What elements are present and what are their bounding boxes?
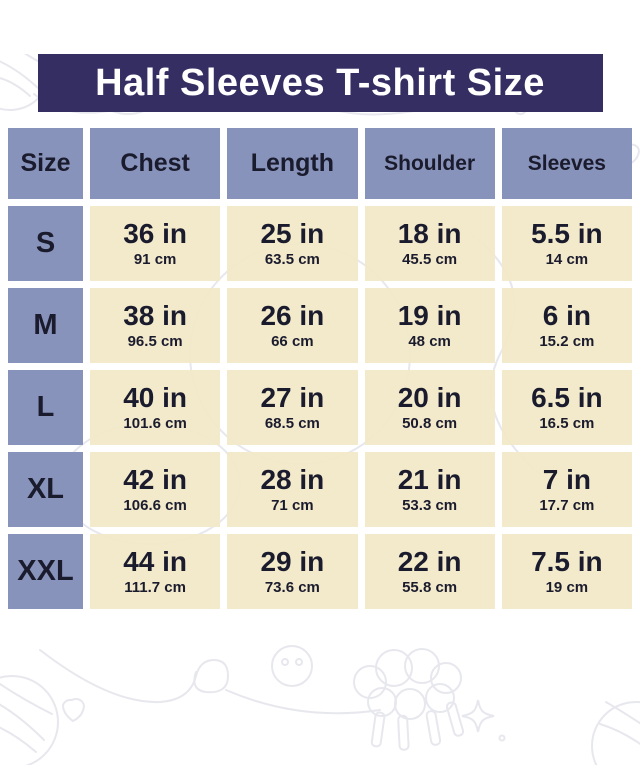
value-inches: 44 in (123, 546, 188, 578)
measurement-cell-xl-sleeves: 7 in 17.7 cm (501, 452, 632, 527)
value-cm: 66 cm (271, 332, 314, 350)
measurement-cell-s-chest: 36 in 91 cm (90, 206, 221, 281)
measurement-cell-l-sleeves: 6.5 in 16.5 cm (501, 370, 632, 445)
measurement-cell-s-shoulder: 18 in 45.5 cm (364, 206, 495, 281)
sheep-icon (353, 648, 465, 751)
header-cell-chest: Chest (90, 128, 221, 199)
value-cm: 53.3 cm (402, 496, 458, 514)
value-inches: 20 in (397, 382, 462, 414)
measurement-cell-m-shoulder: 19 in 48 cm (364, 288, 495, 363)
measurement-cell-s-length: 25 in 63.5 cm (227, 206, 358, 281)
value-cm: 50.8 cm (402, 414, 458, 432)
header-cell-size: Size (8, 128, 83, 199)
size-label-xl: XL (8, 452, 83, 527)
button-icon (271, 645, 313, 687)
value-inches: 19 in (397, 300, 462, 332)
measurement-cell-l-shoulder: 20 in 50.8 cm (364, 370, 495, 445)
value-inches: 22 in (397, 546, 462, 578)
value-cm: 68.5 cm (264, 414, 320, 432)
value-inches: 29 in (260, 546, 325, 578)
value-cm: 19 cm (545, 578, 589, 596)
value-cm: 48 cm (408, 332, 451, 350)
header-cell-shoulder: Shoulder (364, 128, 495, 199)
measurement-cell-m-chest: 38 in 96.5 cm (90, 288, 221, 363)
yarn-ball-icon (591, 701, 640, 765)
value-cm: 45.5 cm (402, 250, 458, 268)
size-label-xxl: XXL (8, 534, 83, 609)
value-cm: 111.7 cm (124, 578, 186, 596)
value-inches: 5.5 in (531, 218, 603, 250)
sparkle-icon (461, 699, 506, 742)
infographic-page: Half Sleeves T-shirt Size Size Chest Len… (0, 54, 640, 765)
yarn-ball-icon (0, 675, 59, 765)
value-inches: 27 in (260, 382, 325, 414)
value-inches: 21 in (397, 464, 462, 496)
value-inches: 25 in (260, 218, 325, 250)
value-inches: 7 in (542, 464, 591, 496)
measurement-cell-m-sleeves: 6 in 15.2 cm (501, 288, 632, 363)
value-inches: 7.5 in (531, 546, 603, 578)
value-inches: 18 in (397, 218, 462, 250)
measurement-cell-xl-chest: 42 in 106.6 cm (90, 452, 221, 527)
measurement-cell-m-length: 26 in 66 cm (227, 288, 358, 363)
measurement-cell-xxl-chest: 44 in 111.7 cm (90, 534, 221, 609)
value-inches: 6 in (542, 300, 591, 332)
measurement-cell-xl-length: 28 in 71 cm (227, 452, 358, 527)
value-cm: 17.7 cm (539, 496, 595, 514)
size-table: Size Chest Length Shoulder Sleeves S 36 … (8, 128, 632, 609)
value-inches: 36 in (123, 218, 188, 250)
value-cm: 96.5 cm (127, 332, 183, 350)
measurement-cell-xl-shoulder: 21 in 53.3 cm (364, 452, 495, 527)
measurement-cell-s-sleeves: 5.5 in 14 cm (501, 206, 632, 281)
value-inches: 40 in (123, 382, 188, 414)
value-cm: 106.6 cm (123, 496, 187, 514)
value-cm: 73.6 cm (264, 578, 320, 596)
value-cm: 55.8 cm (402, 578, 458, 596)
measurement-cell-l-chest: 40 in 101.6 cm (90, 370, 221, 445)
value-cm: 71 cm (271, 496, 314, 514)
size-label-l: L (8, 370, 83, 445)
value-cm: 14 cm (545, 250, 589, 268)
measurement-cell-xxl-sleeves: 7.5 in 19 cm (501, 534, 632, 609)
header-cell-length: Length (227, 128, 358, 199)
value-inches: 38 in (123, 300, 188, 332)
value-inches: 28 in (260, 464, 325, 496)
size-label-m: M (8, 288, 83, 363)
measurement-cell-l-length: 27 in 68.5 cm (227, 370, 358, 445)
value-cm: 91 cm (133, 250, 177, 268)
header-cell-sleeves: Sleeves (501, 128, 632, 199)
value-cm: 16.5 cm (539, 414, 595, 432)
value-cm: 15.2 cm (539, 332, 595, 350)
value-cm: 63.5 cm (264, 250, 320, 268)
size-label-s: S (8, 206, 83, 281)
value-inches: 26 in (260, 300, 325, 332)
yarn-string-heart-icon (39, 649, 381, 715)
value-inches: 42 in (123, 464, 188, 496)
value-inches: 6.5 in (531, 382, 603, 414)
measurement-cell-xxl-length: 29 in 73.6 cm (227, 534, 358, 609)
value-cm: 101.6 cm (123, 414, 187, 432)
measurement-cell-xxl-shoulder: 22 in 55.8 cm (364, 534, 495, 609)
heart-icon (61, 697, 86, 723)
page-title: Half Sleeves T-shirt Size (37, 54, 603, 112)
